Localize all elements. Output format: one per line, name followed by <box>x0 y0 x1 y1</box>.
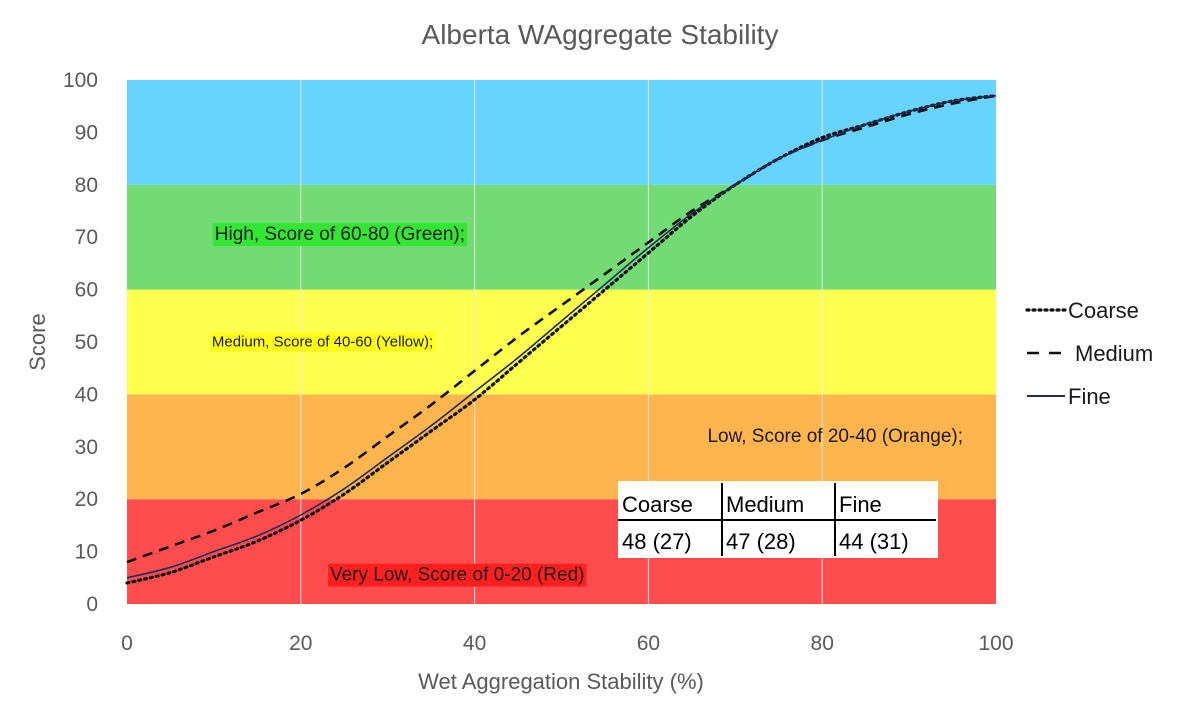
y-tick-label: 70 <box>75 226 98 249</box>
x-axis-label: Wet Aggregation Stability (%) <box>418 669 704 694</box>
y-tick-label: 80 <box>75 174 98 197</box>
y-tick-label: 50 <box>75 331 98 354</box>
chart-title: Alberta WAggregate Stability <box>422 19 779 50</box>
series-line-fine <box>126 94 997 579</box>
table-cell: 48 (27) <box>622 529 692 554</box>
x-tick-label: 40 <box>463 632 486 655</box>
y-tick-label: 40 <box>75 383 98 406</box>
legend: Coarse Medium Fine <box>1025 298 1153 409</box>
y-tick-label: 100 <box>63 69 98 92</box>
y-tick-labels: 0 10 20 30 40 50 60 70 80 90 100 <box>63 69 98 616</box>
band-4 <box>127 80 996 185</box>
series-line-medium <box>126 94 997 564</box>
band-label-bg <box>209 332 436 352</box>
table-cell: 44 (31) <box>839 529 909 554</box>
y-tick-label: 10 <box>75 541 98 564</box>
band-label-3: High, Score of 60-80 (Green); <box>215 224 465 245</box>
y-tick-label: 0 <box>86 593 98 616</box>
legend-label-fine: Fine <box>1068 384 1111 409</box>
band-label-bg <box>327 563 587 587</box>
legend-label-medium: Medium <box>1075 341 1153 366</box>
x-tick-label: 100 <box>978 632 1013 655</box>
band-label-0: Very Low, Score of 0-20 (Red) <box>330 565 585 586</box>
x-tick-label: 60 <box>637 632 660 655</box>
series-lines <box>125 94 998 585</box>
table-header-fine: Fine <box>839 492 882 517</box>
x-tick-labels: 0 20 40 60 80 100 <box>121 632 1013 655</box>
y-tick-label: 30 <box>75 436 98 459</box>
y-axis-label: Score <box>25 313 50 370</box>
band-label-1: Low, Score of 20-40 (Orange); <box>707 426 963 447</box>
table-header-coarse: Coarse <box>622 492 693 517</box>
table-cell: 47 (28) <box>726 529 796 554</box>
summary-table: Coarse Medium Fine 48 (27) 47 (28) 44 (31) <box>618 481 938 558</box>
band-label-bg <box>212 223 468 247</box>
x-tick-label: 80 <box>811 632 834 655</box>
table-header-medium: Medium <box>726 492 804 517</box>
y-tick-label: 60 <box>75 279 98 302</box>
y-tick-label: 90 <box>75 121 98 144</box>
band-labels: Very Low, Score of 0-20 (Red) Low, Score … <box>209 223 963 587</box>
x-tick-label: 0 <box>121 632 133 655</box>
legend-label-coarse: Coarse <box>1068 298 1139 323</box>
band-label-2: Medium, Score of 40-60 (Yellow); <box>212 334 433 351</box>
y-tick-label: 20 <box>75 488 98 511</box>
x-tick-label: 20 <box>289 632 312 655</box>
